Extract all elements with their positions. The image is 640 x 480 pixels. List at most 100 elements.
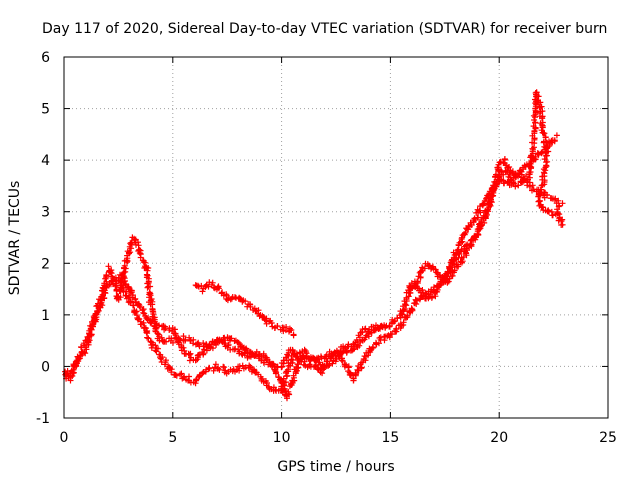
data-point-marker bbox=[200, 340, 207, 347]
data-point-marker bbox=[147, 301, 154, 308]
data-point-marker bbox=[132, 296, 138, 303]
x-tick-label: 15 bbox=[381, 430, 399, 446]
data-point-marker bbox=[117, 294, 124, 301]
data-point-marker bbox=[180, 333, 187, 340]
data-point-marker bbox=[393, 328, 400, 335]
data-point-marker bbox=[137, 304, 144, 311]
data-point-marker bbox=[105, 263, 112, 270]
data-point-marker bbox=[362, 325, 369, 332]
data-point-marker bbox=[210, 367, 217, 374]
x-tick-label: 5 bbox=[168, 430, 177, 446]
data-point-marker bbox=[289, 357, 296, 363]
data-point-marker bbox=[117, 279, 124, 285]
x-tick-label: 25 bbox=[599, 430, 617, 446]
data-point-marker bbox=[103, 284, 110, 291]
data-point-marker bbox=[186, 351, 193, 358]
data-point-marker bbox=[529, 182, 536, 189]
data-point-marker bbox=[76, 355, 83, 362]
data-point-marker bbox=[142, 264, 149, 271]
data-point-marker bbox=[130, 292, 136, 299]
data-point-marker bbox=[476, 207, 483, 214]
chart-title: Day 117 of 2020, Sidereal Day-to-day VTE… bbox=[42, 21, 607, 37]
data-point-marker bbox=[236, 363, 243, 370]
data-point-marker bbox=[202, 368, 209, 375]
data-point-marker bbox=[290, 332, 297, 339]
data-point-marker bbox=[510, 180, 517, 187]
data-point-marker bbox=[172, 332, 179, 338]
data-point-marker bbox=[373, 322, 379, 329]
data-point-marker bbox=[285, 388, 292, 395]
y-tick-label: -1 bbox=[36, 411, 50, 427]
data-point-marker bbox=[320, 366, 327, 373]
data-point-marker bbox=[548, 208, 555, 215]
data-point-marker bbox=[232, 294, 238, 301]
data-point-marker bbox=[418, 293, 425, 300]
data-point-marker bbox=[147, 283, 154, 290]
data-point-marker bbox=[535, 100, 542, 107]
data-point-marker bbox=[527, 164, 534, 171]
data-point-marker bbox=[358, 329, 365, 335]
data-point-marker bbox=[127, 240, 134, 247]
data-point-marker bbox=[521, 177, 527, 184]
data-point-marker bbox=[247, 365, 253, 371]
data-point-marker bbox=[386, 334, 393, 341]
data-point-marker bbox=[242, 298, 249, 305]
data-point-marker bbox=[101, 295, 108, 301]
data-point-marker bbox=[541, 130, 548, 137]
data-point-marker bbox=[559, 200, 566, 207]
data-point-marker bbox=[290, 374, 297, 381]
series-track-c bbox=[117, 271, 388, 377]
data-point-marker bbox=[93, 314, 100, 321]
data-point-marker bbox=[235, 339, 242, 346]
data-point-marker bbox=[493, 181, 500, 188]
data-point-marker bbox=[429, 294, 436, 301]
data-point-marker bbox=[554, 206, 561, 213]
plot-frame bbox=[63, 56, 609, 419]
data-point-marker bbox=[386, 323, 393, 330]
data-point-marker bbox=[264, 380, 270, 386]
data-point-marker bbox=[554, 210, 561, 216]
data-point-marker bbox=[551, 196, 558, 203]
y-axis-label: SDTVAR / TECUs bbox=[7, 181, 23, 296]
data-markers bbox=[62, 89, 566, 402]
series-track-e bbox=[405, 89, 566, 302]
data-point-marker bbox=[199, 288, 206, 295]
data-point-marker bbox=[112, 283, 119, 290]
data-point-marker bbox=[246, 348, 253, 355]
data-point-marker bbox=[252, 351, 259, 358]
data-point-marker bbox=[200, 350, 207, 357]
data-point-marker bbox=[406, 290, 413, 296]
x-tick-labels: 0 5 10 15 20 25 bbox=[60, 430, 617, 446]
data-point-marker bbox=[131, 237, 138, 244]
data-point-marker bbox=[124, 248, 131, 255]
data-point-marker bbox=[478, 222, 484, 229]
data-point-marker bbox=[236, 367, 243, 374]
y-tick-label: 3 bbox=[41, 205, 50, 221]
data-point-marker bbox=[352, 371, 359, 378]
data-point-marker bbox=[221, 364, 228, 371]
data-point-marker bbox=[421, 265, 428, 272]
data-point-marker bbox=[481, 219, 488, 226]
data-point-marker bbox=[270, 361, 277, 368]
data-point-marker bbox=[150, 309, 157, 315]
data-point-marker bbox=[545, 208, 552, 215]
data-point-marker bbox=[419, 287, 426, 293]
data-point-marker bbox=[144, 334, 151, 341]
data-point-marker bbox=[518, 171, 525, 178]
data-point-marker bbox=[216, 366, 223, 373]
data-point-marker bbox=[163, 338, 170, 345]
data-point-marker bbox=[531, 136, 538, 143]
data-point-marker bbox=[559, 221, 566, 228]
data-point-marker bbox=[376, 335, 383, 341]
data-point-marker bbox=[178, 370, 185, 377]
x-axis-label: GPS time / hours bbox=[277, 459, 394, 475]
y-tick-label: 0 bbox=[41, 359, 50, 375]
data-point-marker bbox=[541, 138, 547, 145]
data-point-marker bbox=[161, 361, 168, 368]
y-tick-label: 4 bbox=[41, 153, 50, 169]
data-point-marker bbox=[553, 132, 560, 139]
data-point-marker bbox=[343, 349, 350, 356]
data-point-marker bbox=[89, 322, 96, 329]
data-point-marker bbox=[523, 173, 529, 180]
data-point-marker bbox=[504, 178, 511, 185]
